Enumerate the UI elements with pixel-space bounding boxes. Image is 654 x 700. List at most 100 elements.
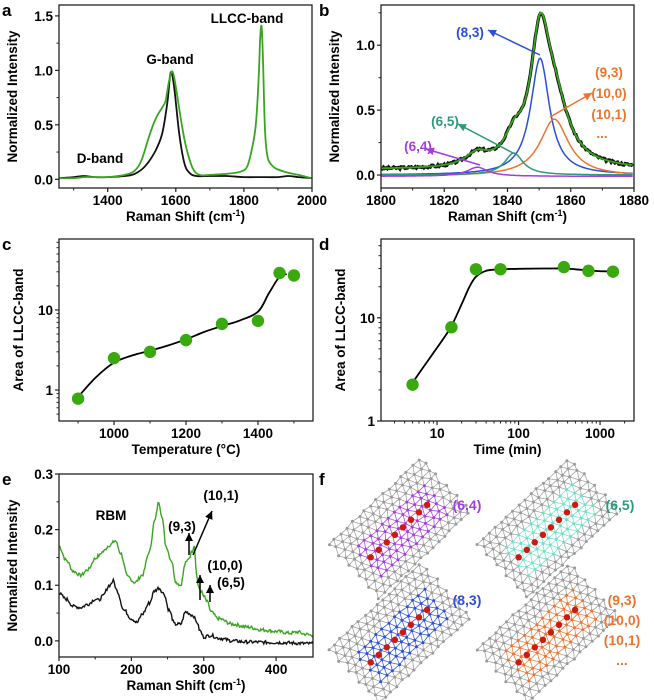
atom [384, 695, 388, 699]
atom [578, 486, 582, 490]
atom [519, 542, 523, 545]
atom [423, 587, 427, 591]
atom [445, 617, 449, 621]
atom [432, 599, 436, 603]
annotation-9-3: (9,3) [595, 65, 623, 80]
atom [414, 586, 418, 590]
bond [431, 592, 442, 596]
bond [505, 575, 515, 581]
atom [549, 589, 553, 593]
atom [426, 529, 430, 533]
panel-label-b: b [319, 1, 329, 20]
annotation-6-5: (6,5) [431, 114, 459, 129]
bond [460, 513, 469, 520]
bond [379, 620, 390, 624]
bond [506, 614, 514, 623]
atom [436, 577, 440, 581]
bond [566, 649, 574, 657]
atom [424, 461, 428, 465]
atom [425, 627, 429, 631]
atom [552, 552, 555, 556]
atom [437, 481, 441, 485]
atom [424, 492, 428, 496]
arrow-6-5-head [206, 585, 214, 593]
atom [406, 478, 410, 482]
bond [503, 637, 512, 644]
bond [544, 520, 547, 530]
atom [554, 644, 558, 648]
atom [601, 514, 604, 518]
atom [399, 536, 403, 540]
atom [345, 631, 349, 635]
bond [557, 547, 562, 557]
bond [495, 670, 506, 675]
atom [585, 614, 588, 618]
bond [423, 544, 434, 549]
atom [498, 625, 502, 629]
atom [565, 459, 569, 463]
bond [363, 510, 374, 515]
atom [525, 536, 529, 540]
atom [451, 507, 455, 510]
bond [526, 501, 534, 509]
atom [519, 655, 523, 659]
bond [401, 544, 406, 555]
arrow-83-head [488, 29, 497, 38]
atom [375, 589, 378, 593]
bond [542, 676, 546, 686]
atom [419, 556, 423, 560]
bond [500, 626, 510, 630]
bond [566, 519, 568, 530]
atom [395, 625, 399, 629]
bond [339, 632, 348, 639]
y-tick-label-c: 1 [45, 383, 53, 398]
atom [548, 543, 552, 547]
y-tick-label-a: 0.0 [34, 172, 53, 187]
atom [594, 625, 597, 629]
bond [401, 583, 410, 591]
bond [408, 607, 416, 617]
bond [584, 497, 592, 506]
y-tick-label-e: 0.0 [34, 634, 53, 649]
bond [430, 583, 433, 593]
bond [439, 518, 449, 524]
bond [523, 584, 532, 591]
atom [417, 624, 421, 627]
atom [374, 498, 378, 501]
bond [607, 511, 617, 515]
atom [558, 494, 562, 498]
atom [412, 473, 416, 476]
atom [383, 590, 387, 594]
nanotube-9-3 [475, 564, 618, 700]
atom [539, 668, 543, 672]
atom [510, 644, 514, 648]
bond [430, 478, 433, 488]
atom [574, 499, 578, 503]
atom [442, 609, 446, 613]
atom [415, 645, 418, 649]
chart-panel-c: 1000 1200 1400 1 10 Temperature (°C) Area of L… [11, 238, 314, 457]
atom [393, 675, 397, 679]
bond [605, 608, 615, 611]
bond [446, 618, 449, 629]
atom [565, 623, 569, 627]
bond [348, 664, 356, 672]
chain-atom [523, 546, 530, 553]
chain-atom [383, 539, 390, 546]
bond [457, 502, 461, 513]
atom [399, 574, 403, 578]
plot-frame-a [58, 4, 313, 189]
bond [512, 570, 515, 580]
panel-label-d: d [319, 235, 329, 254]
bond [486, 653, 494, 662]
atom [482, 545, 486, 548]
atom [397, 497, 401, 501]
atom [594, 617, 598, 621]
atom [372, 624, 376, 628]
atom [393, 570, 397, 574]
bond [418, 595, 428, 599]
atom [446, 596, 450, 600]
bond [484, 546, 494, 550]
series-line-green [59, 501, 313, 638]
bond [405, 561, 409, 572]
